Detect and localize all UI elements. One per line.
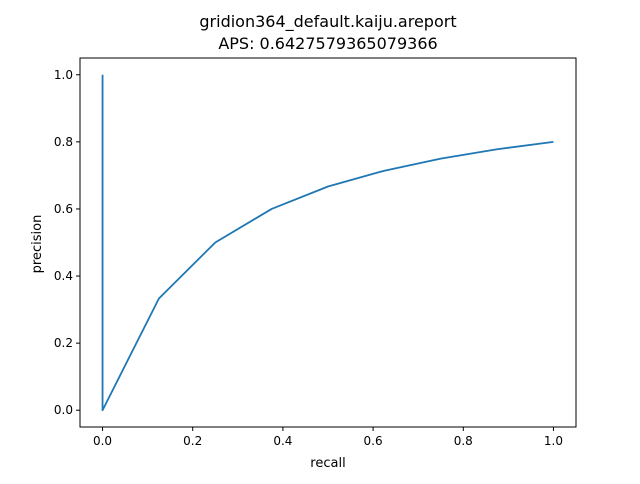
x-axis-label: recall <box>310 456 345 471</box>
y-tick-label: 0.6 <box>54 202 73 216</box>
x-tick-label: 0.2 <box>183 434 202 448</box>
x-tick-label: 0.4 <box>273 434 292 448</box>
chart-title: gridion364_default.kaiju.areport <box>199 12 456 32</box>
series-line <box>101 74 554 412</box>
y-tick-label: 0.0 <box>54 403 73 417</box>
y-tick-label: 0.2 <box>54 336 73 350</box>
y-tick-label: 0.8 <box>54 135 73 149</box>
chart-subtitle: APS: 0.6427579365079366 <box>218 34 437 53</box>
x-tick-label: 0.0 <box>93 434 112 448</box>
x-tick-label: 0.6 <box>364 434 383 448</box>
plot-area: 0.0 0.2 0.4 0.6 0.8 1.0 0.0 0.2 0.4 0.6 0.8 1.0 <box>54 57 577 448</box>
axes-frame <box>79 57 577 428</box>
y-tick-label: 1.0 <box>54 68 73 82</box>
x-tick-label: 0.8 <box>454 434 473 448</box>
y-axis-label: precision <box>30 215 45 274</box>
y-tick-label: 0.4 <box>54 269 73 283</box>
x-tick-label: 1.0 <box>544 434 563 448</box>
